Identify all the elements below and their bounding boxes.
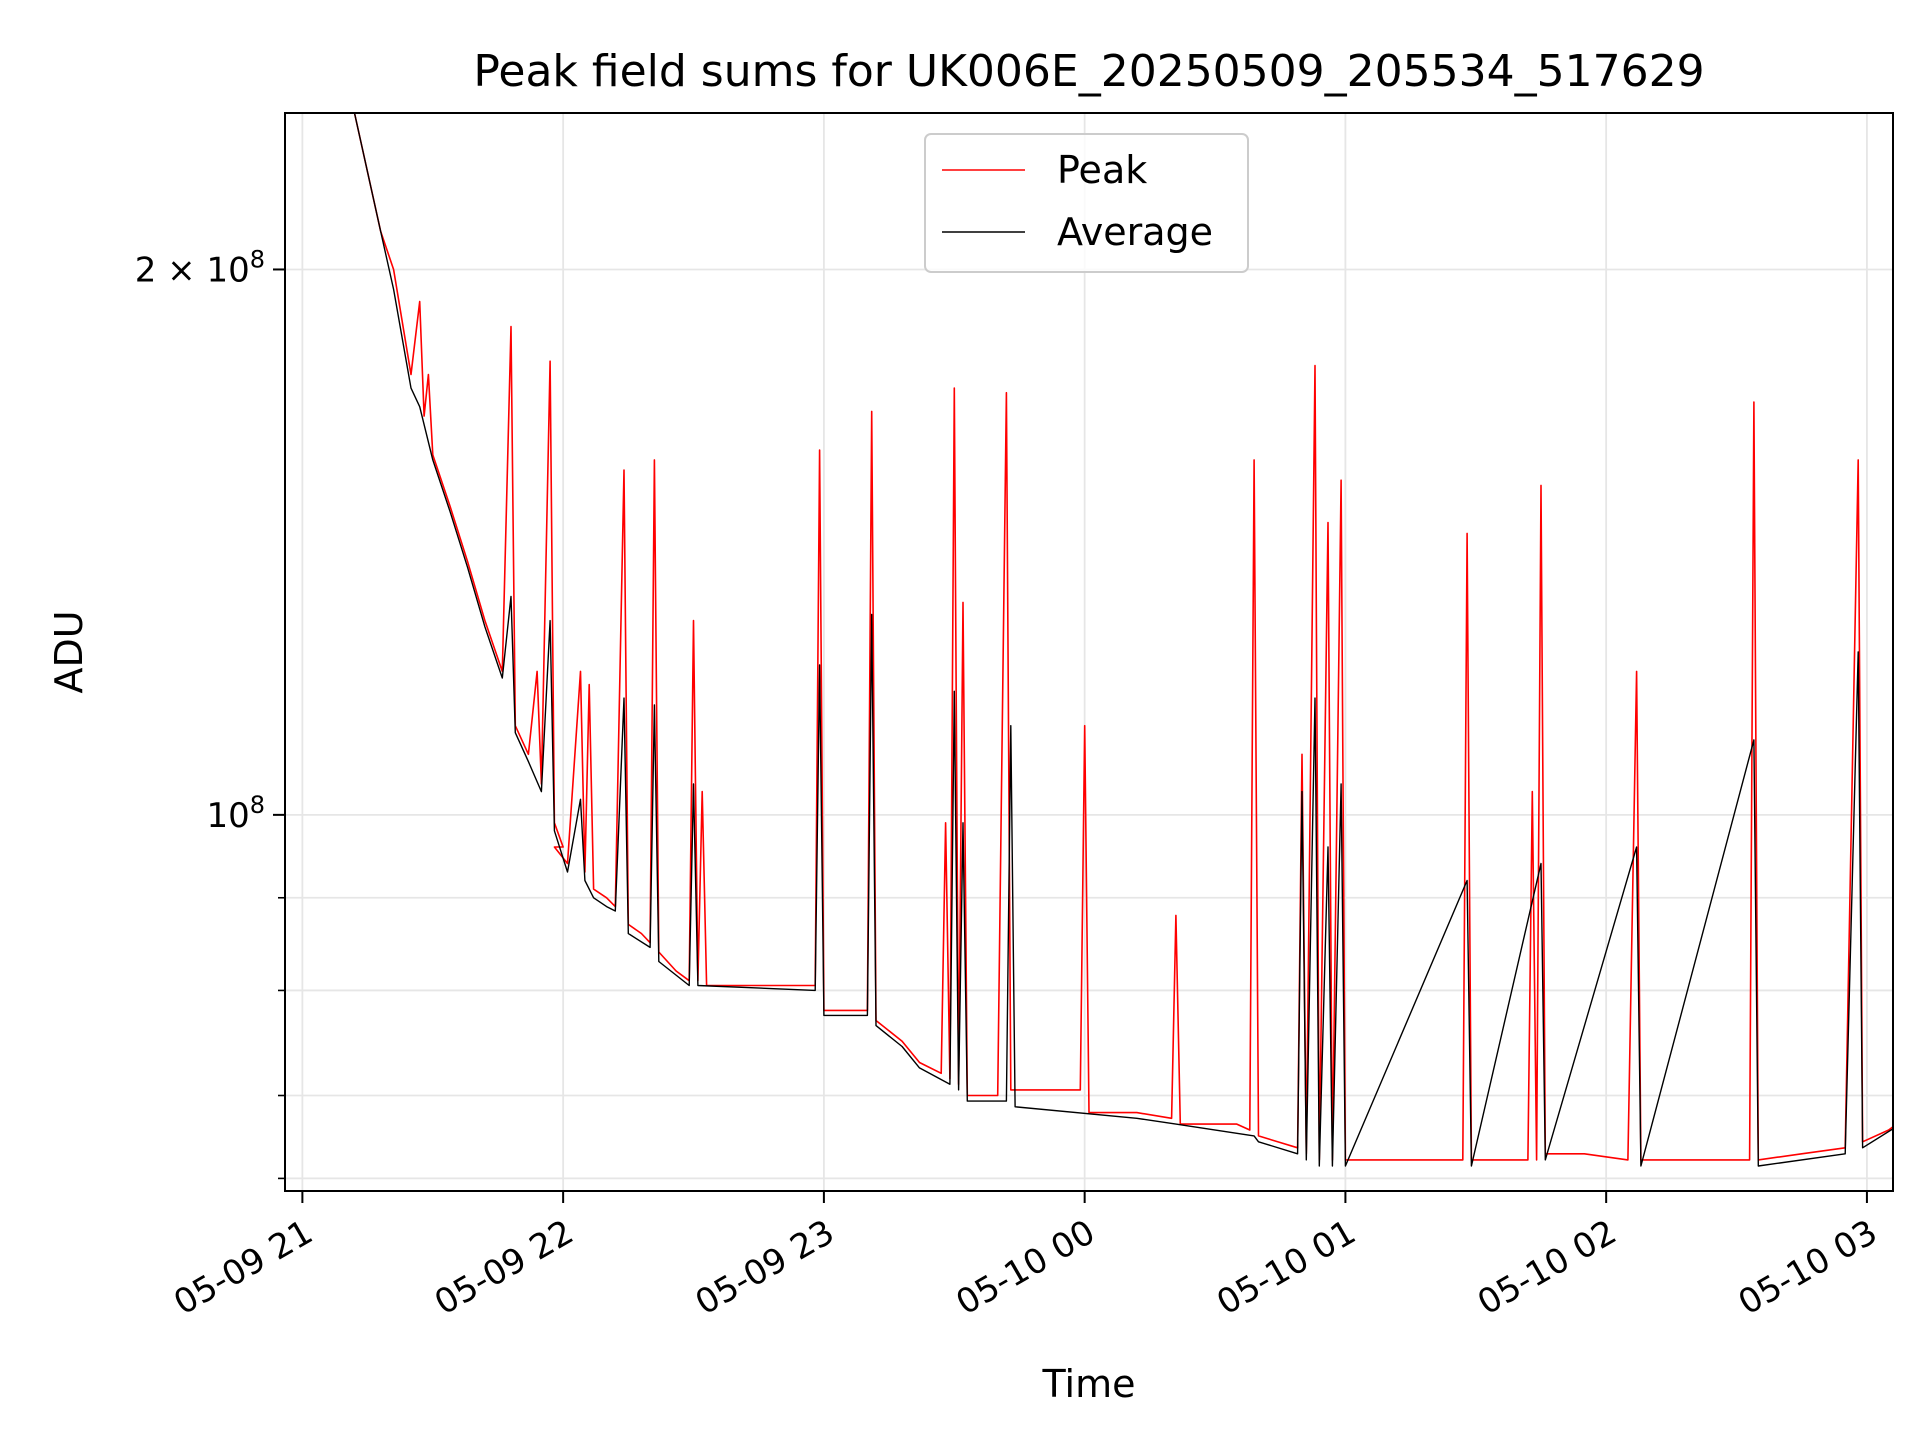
y-tick-label: 2 × 108 bbox=[135, 245, 265, 290]
x-axis-label: Time bbox=[1042, 1362, 1136, 1406]
series-layer bbox=[353, 113, 1893, 1167]
y-axis-label: ADU bbox=[47, 610, 91, 693]
legend-box bbox=[924, 133, 1249, 273]
plot-frame bbox=[284, 112, 1894, 1192]
series-line-average bbox=[353, 113, 1893, 1167]
chart-title: Peak field sums for UK006E_20250509_2055… bbox=[473, 46, 1704, 97]
legend: Peak Average bbox=[924, 133, 1249, 273]
y-tick-label: 108 bbox=[206, 791, 265, 836]
series-line-peak bbox=[353, 113, 1893, 1161]
legend-label-average: Average bbox=[1057, 210, 1213, 254]
legend-label-peak: Peak bbox=[1057, 148, 1147, 192]
y-axis: 108 2 × 108 bbox=[135, 245, 285, 1180]
